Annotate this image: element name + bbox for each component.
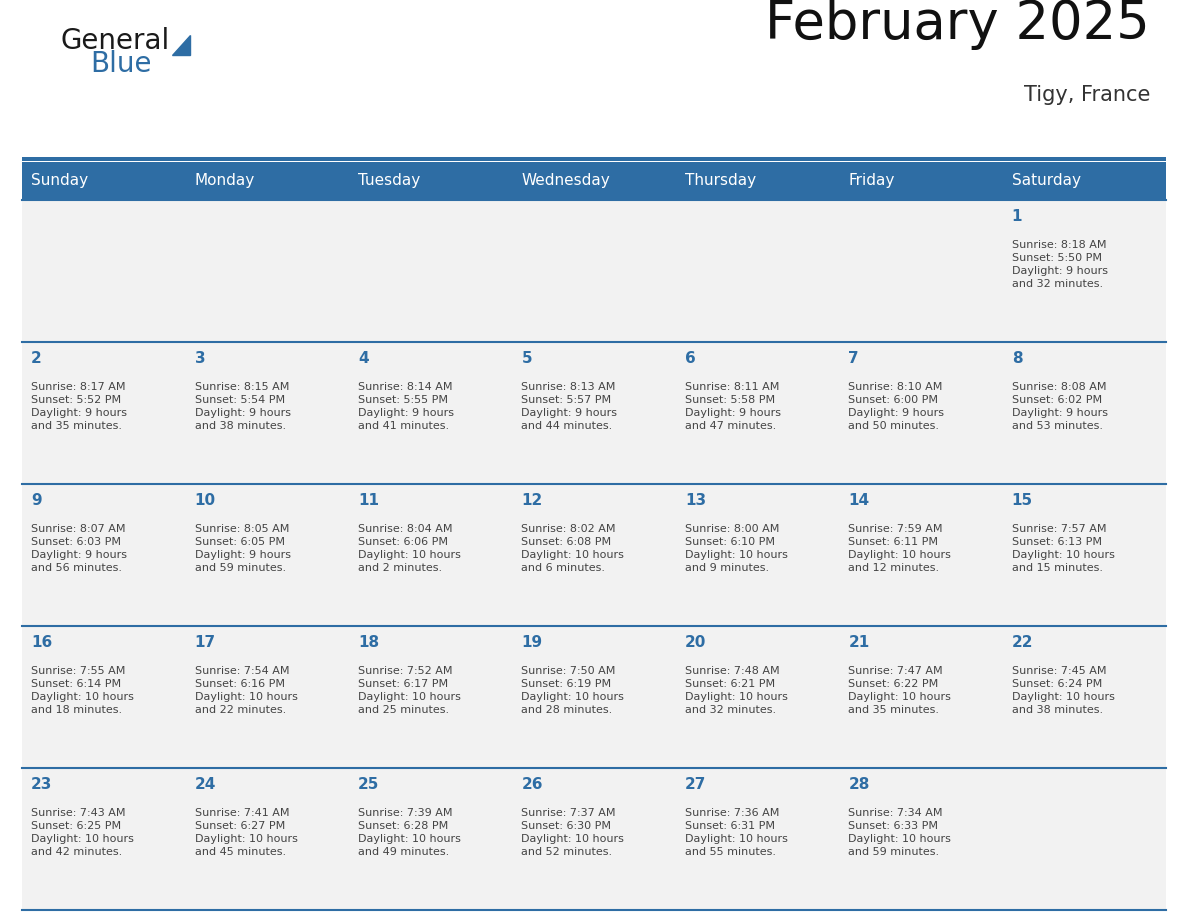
Text: 2: 2 (31, 351, 42, 366)
Text: 18: 18 (358, 635, 379, 650)
Text: 26: 26 (522, 777, 543, 792)
Text: Sunrise: 7:59 AM
Sunset: 6:11 PM
Daylight: 10 hours
and 12 minutes.: Sunrise: 7:59 AM Sunset: 6:11 PM Dayligh… (848, 524, 952, 573)
Text: 10: 10 (195, 493, 216, 508)
Text: 16: 16 (31, 635, 52, 650)
Text: Sunrise: 7:47 AM
Sunset: 6:22 PM
Daylight: 10 hours
and 35 minutes.: Sunrise: 7:47 AM Sunset: 6:22 PM Dayligh… (848, 666, 952, 714)
Text: Sunrise: 7:54 AM
Sunset: 6:16 PM
Daylight: 10 hours
and 22 minutes.: Sunrise: 7:54 AM Sunset: 6:16 PM Dayligh… (195, 666, 297, 714)
Text: 6: 6 (684, 351, 696, 366)
Text: Sunday: Sunday (31, 174, 88, 188)
Bar (23, 342, 1165, 484)
Text: 15: 15 (1012, 493, 1032, 508)
Text: Sunrise: 7:52 AM
Sunset: 6:17 PM
Daylight: 10 hours
and 25 minutes.: Sunrise: 7:52 AM Sunset: 6:17 PM Dayligh… (358, 666, 461, 714)
Text: Sunrise: 8:11 AM
Sunset: 5:58 PM
Daylight: 9 hours
and 47 minutes.: Sunrise: 8:11 AM Sunset: 5:58 PM Dayligh… (684, 382, 781, 431)
Bar (23, 200, 1165, 342)
Text: 14: 14 (848, 493, 870, 508)
Text: Sunrise: 8:18 AM
Sunset: 5:50 PM
Daylight: 9 hours
and 32 minutes.: Sunrise: 8:18 AM Sunset: 5:50 PM Dayligh… (1012, 241, 1107, 288)
Text: Sunrise: 7:36 AM
Sunset: 6:31 PM
Daylight: 10 hours
and 55 minutes.: Sunrise: 7:36 AM Sunset: 6:31 PM Dayligh… (684, 808, 788, 856)
Text: 17: 17 (195, 635, 216, 650)
Bar (23, 626, 1165, 768)
Text: Tigy, France: Tigy, France (1024, 85, 1150, 105)
Text: Friday: Friday (848, 174, 895, 188)
Text: Sunrise: 8:17 AM
Sunset: 5:52 PM
Daylight: 9 hours
and 35 minutes.: Sunrise: 8:17 AM Sunset: 5:52 PM Dayligh… (31, 382, 127, 431)
Text: Saturday: Saturday (1012, 174, 1081, 188)
Text: Wednesday: Wednesday (522, 174, 611, 188)
Text: Sunrise: 8:15 AM
Sunset: 5:54 PM
Daylight: 9 hours
and 38 minutes.: Sunrise: 8:15 AM Sunset: 5:54 PM Dayligh… (195, 382, 291, 431)
Text: Sunrise: 8:07 AM
Sunset: 6:03 PM
Daylight: 9 hours
and 56 minutes.: Sunrise: 8:07 AM Sunset: 6:03 PM Dayligh… (31, 524, 127, 573)
Text: General: General (61, 27, 169, 55)
Text: Monday: Monday (195, 174, 255, 188)
Text: Sunrise: 7:55 AM
Sunset: 6:14 PM
Daylight: 10 hours
and 18 minutes.: Sunrise: 7:55 AM Sunset: 6:14 PM Dayligh… (31, 666, 134, 714)
Text: 28: 28 (848, 777, 870, 792)
Text: Sunrise: 8:14 AM
Sunset: 5:55 PM
Daylight: 9 hours
and 41 minutes.: Sunrise: 8:14 AM Sunset: 5:55 PM Dayligh… (358, 382, 454, 431)
Text: 9: 9 (31, 493, 42, 508)
Text: February 2025: February 2025 (765, 0, 1150, 50)
Text: Sunrise: 7:50 AM
Sunset: 6:19 PM
Daylight: 10 hours
and 28 minutes.: Sunrise: 7:50 AM Sunset: 6:19 PM Dayligh… (522, 666, 625, 714)
Text: Sunrise: 8:02 AM
Sunset: 6:08 PM
Daylight: 10 hours
and 6 minutes.: Sunrise: 8:02 AM Sunset: 6:08 PM Dayligh… (522, 524, 625, 573)
Text: Sunrise: 7:39 AM
Sunset: 6:28 PM
Daylight: 10 hours
and 49 minutes.: Sunrise: 7:39 AM Sunset: 6:28 PM Dayligh… (358, 808, 461, 856)
Text: 25: 25 (358, 777, 379, 792)
Text: 5: 5 (522, 351, 532, 366)
Text: Sunrise: 8:08 AM
Sunset: 6:02 PM
Daylight: 9 hours
and 53 minutes.: Sunrise: 8:08 AM Sunset: 6:02 PM Dayligh… (1012, 382, 1107, 431)
Text: Sunrise: 7:41 AM
Sunset: 6:27 PM
Daylight: 10 hours
and 45 minutes.: Sunrise: 7:41 AM Sunset: 6:27 PM Dayligh… (195, 808, 297, 856)
Text: Sunrise: 7:43 AM
Sunset: 6:25 PM
Daylight: 10 hours
and 42 minutes.: Sunrise: 7:43 AM Sunset: 6:25 PM Dayligh… (31, 808, 134, 856)
Text: 20: 20 (684, 635, 706, 650)
Text: Sunrise: 8:13 AM
Sunset: 5:57 PM
Daylight: 9 hours
and 44 minutes.: Sunrise: 8:13 AM Sunset: 5:57 PM Dayligh… (522, 382, 618, 431)
Text: 7: 7 (848, 351, 859, 366)
Text: 3: 3 (195, 351, 206, 366)
Text: Blue: Blue (90, 50, 152, 78)
Bar (23, 484, 1165, 626)
Text: Thursday: Thursday (684, 174, 756, 188)
Text: Sunrise: 8:10 AM
Sunset: 6:00 PM
Daylight: 9 hours
and 50 minutes.: Sunrise: 8:10 AM Sunset: 6:00 PM Dayligh… (848, 382, 944, 431)
Text: 13: 13 (684, 493, 706, 508)
Text: Tuesday: Tuesday (358, 174, 421, 188)
Text: Sunrise: 7:57 AM
Sunset: 6:13 PM
Daylight: 10 hours
and 15 minutes.: Sunrise: 7:57 AM Sunset: 6:13 PM Dayligh… (1012, 524, 1114, 573)
Text: 21: 21 (848, 635, 870, 650)
Text: 19: 19 (522, 635, 543, 650)
Text: 12: 12 (522, 493, 543, 508)
Bar (23, 162, 1165, 200)
Text: 8: 8 (1012, 351, 1023, 366)
Text: Sunrise: 8:04 AM
Sunset: 6:06 PM
Daylight: 10 hours
and 2 minutes.: Sunrise: 8:04 AM Sunset: 6:06 PM Dayligh… (358, 524, 461, 573)
Text: Sunrise: 7:48 AM
Sunset: 6:21 PM
Daylight: 10 hours
and 32 minutes.: Sunrise: 7:48 AM Sunset: 6:21 PM Dayligh… (684, 666, 788, 714)
Text: 27: 27 (684, 777, 706, 792)
Text: 11: 11 (358, 493, 379, 508)
Text: Sunrise: 8:05 AM
Sunset: 6:05 PM
Daylight: 9 hours
and 59 minutes.: Sunrise: 8:05 AM Sunset: 6:05 PM Dayligh… (195, 524, 291, 573)
Text: 1: 1 (1012, 209, 1022, 224)
Text: Sunrise: 7:34 AM
Sunset: 6:33 PM
Daylight: 10 hours
and 59 minutes.: Sunrise: 7:34 AM Sunset: 6:33 PM Dayligh… (848, 808, 952, 856)
Text: Sunrise: 8:00 AM
Sunset: 6:10 PM
Daylight: 10 hours
and 9 minutes.: Sunrise: 8:00 AM Sunset: 6:10 PM Dayligh… (684, 524, 788, 573)
Text: 4: 4 (358, 351, 368, 366)
Text: 22: 22 (1012, 635, 1034, 650)
Text: 24: 24 (195, 777, 216, 792)
Text: 23: 23 (31, 777, 52, 792)
Text: Sunrise: 7:45 AM
Sunset: 6:24 PM
Daylight: 10 hours
and 38 minutes.: Sunrise: 7:45 AM Sunset: 6:24 PM Dayligh… (1012, 666, 1114, 714)
Bar (23, 768, 1165, 910)
Polygon shape (172, 35, 190, 55)
Text: Sunrise: 7:37 AM
Sunset: 6:30 PM
Daylight: 10 hours
and 52 minutes.: Sunrise: 7:37 AM Sunset: 6:30 PM Dayligh… (522, 808, 625, 856)
